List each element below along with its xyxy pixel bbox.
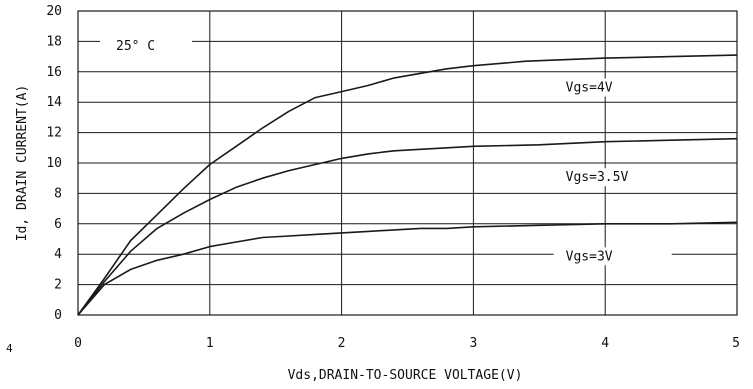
plot-frame bbox=[77, 10, 738, 316]
series-label-1: Vgs=3.5V bbox=[566, 170, 629, 185]
x-tick-label-5: 5 bbox=[732, 336, 740, 351]
y-tick-label-9: 18 bbox=[46, 34, 62, 49]
stray-mark: 4 bbox=[6, 342, 13, 355]
series-lines bbox=[77, 54, 738, 316]
y-tick-label-3: 6 bbox=[54, 217, 62, 232]
y-tick-labels: 0 2 4 6 8 10 12 14 16 18 20 bbox=[46, 4, 62, 323]
x-axis-label: Vds,DRAIN-TO-SOURCE VOLTAGE(V) bbox=[288, 368, 523, 383]
x-tick-label-2: 2 bbox=[338, 336, 346, 351]
y-tick-label-10: 20 bbox=[46, 4, 62, 19]
series-label-bg-0 bbox=[553, 78, 672, 97]
temperature-label-group: 25° C bbox=[100, 36, 192, 54]
x-tick-label-1: 1 bbox=[206, 336, 214, 351]
y-axis-label: Id, DRAIN CURRENT(A) bbox=[15, 85, 30, 242]
temperature-label-bg bbox=[100, 36, 192, 52]
series-line-0 bbox=[77, 54, 738, 316]
y-tick-label-2: 4 bbox=[54, 247, 62, 262]
temperature-label: 25° C bbox=[116, 39, 155, 54]
y-tick-label-8: 16 bbox=[46, 65, 62, 80]
y-tick-label-4: 8 bbox=[54, 186, 62, 201]
series-label-bg-1 bbox=[553, 168, 672, 187]
series-label-2: Vgs=3V bbox=[566, 249, 613, 264]
series-line-1 bbox=[77, 137, 738, 316]
series-annotations: Vgs=4V Vgs=3.5V Vgs=3V bbox=[553, 78, 672, 266]
y-tick-label-0: 0 bbox=[54, 308, 62, 323]
y-tick-label-5: 10 bbox=[46, 156, 62, 171]
y-tick-label-7: 14 bbox=[46, 95, 62, 110]
y-tick-label-6: 12 bbox=[46, 126, 62, 141]
series-label-0: Vgs=4V bbox=[566, 81, 613, 96]
series-line-2 bbox=[77, 221, 738, 316]
series-label-bg-2 bbox=[553, 247, 672, 266]
x-tick-label-3: 3 bbox=[469, 336, 477, 351]
y-tick-label-1: 2 bbox=[54, 278, 62, 293]
x-tick-label-4: 4 bbox=[601, 336, 609, 351]
x-tick-labels: 0 1 2 3 4 5 bbox=[74, 336, 740, 351]
x-tick-label-0: 0 bbox=[74, 336, 82, 351]
